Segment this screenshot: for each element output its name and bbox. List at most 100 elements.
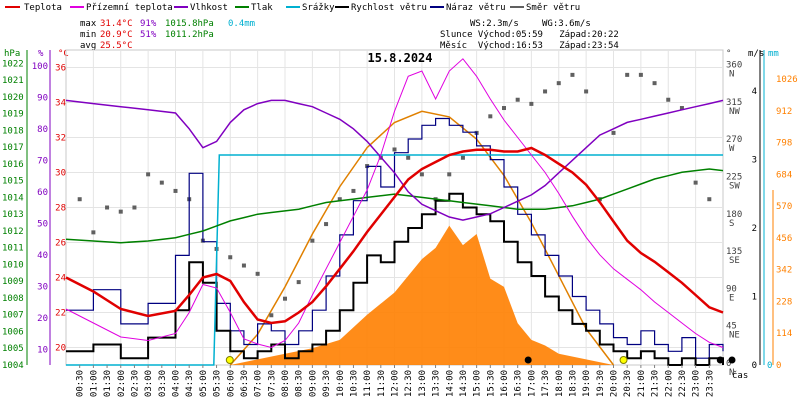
- axis-wm2-tick: 456: [776, 234, 792, 244]
- axis-percent-tick: 90: [37, 93, 48, 103]
- axis-percent-tick: 80: [37, 125, 48, 135]
- wind-direction-point: [77, 197, 82, 202]
- sun-block: WS:2.3m/s WG:3.6m/s Slunce Východ:05:59 …: [440, 19, 619, 51]
- axis-hpa-tick: 1004: [2, 361, 24, 371]
- axis-percent: % 10 20 30 40 50 60 70 80 90 100: [32, 49, 51, 365]
- axis-ms-tick: 3: [752, 156, 757, 166]
- wind-direction-point: [91, 230, 96, 235]
- wind-direction-point: [570, 72, 575, 77]
- x-axis-tick: 10:30: [349, 370, 359, 397]
- legend-item-vlhkost: Vlhkost: [174, 3, 228, 13]
- axis-direction-tick: 135: [726, 247, 742, 257]
- wind-direction-point: [652, 81, 657, 86]
- svg-text:Vlhkost: Vlhkost: [190, 3, 228, 13]
- wind-direction-point: [693, 180, 698, 185]
- x-axis-tick: 05:00: [199, 370, 209, 397]
- x-axis-tick: 18:00: [555, 370, 565, 397]
- legend-item-prizemni-teplota: Přízemní teplota: [70, 3, 173, 13]
- axis-celsius-tick: 20: [55, 344, 66, 354]
- wind-direction-point: [406, 155, 411, 160]
- axis-hpa: hPa 1004 1005 1006 1007 1008 1009 1010 1011 1012…: [2, 49, 28, 371]
- axis-celsius-tick: 36: [55, 64, 66, 74]
- stats-precip: 0.4mm: [228, 19, 255, 29]
- axis-celsius-tick: 24: [55, 274, 66, 284]
- x-axis-tick: 06:30: [240, 370, 250, 397]
- wind-direction-point: [132, 205, 137, 210]
- axis-celsius-tick: 26: [55, 239, 66, 249]
- legend-item-srazky: Srážky: [286, 3, 335, 13]
- svg-text:Náraz větru: Náraz větru: [446, 3, 506, 13]
- x-axis-tick: 03:00: [144, 370, 154, 397]
- legend: Teplota Přízemní teplota Vlhkost Tlak Sr…: [5, 3, 580, 13]
- x-axis-tick: 18:30: [568, 370, 578, 397]
- legend-item-teplota: Teplota: [5, 3, 62, 13]
- x-axis-tick: 02:30: [130, 370, 140, 397]
- axis-wm2-tick: 114: [776, 329, 792, 339]
- stats-block: max 31.4°C 91% 1015.8hPa 0.4mm min 20.9°…: [80, 19, 255, 51]
- axis-hpa-tick: 1019: [2, 110, 24, 120]
- axis-wm2-tick: 228: [776, 297, 792, 307]
- series-ground-temp-line: [65, 58, 724, 349]
- stats-avg-temp: 25.5°C: [100, 41, 133, 51]
- axis-percent-title: %: [38, 49, 44, 59]
- wind-direction-point: [556, 81, 561, 86]
- x-axis-tick: 17:30: [541, 370, 551, 397]
- wind-direction-point: [228, 255, 233, 260]
- wind-direction-point: [638, 72, 643, 77]
- stats-wg: WG:3.6m/s: [542, 19, 591, 29]
- x-axis-tick: 05:30: [213, 370, 223, 397]
- x-axis-tick: 19:00: [582, 370, 592, 397]
- x-axis-tick: 01:30: [103, 370, 113, 397]
- wind-direction-point: [515, 97, 520, 102]
- axis-wm2-tick: 1026: [776, 75, 798, 85]
- x-axis-tick: 13:00: [418, 370, 428, 397]
- axis-direction-code: S: [729, 219, 734, 229]
- axis-direction-tick: 90: [726, 284, 737, 294]
- x-axis-tick: 09:00: [308, 370, 318, 397]
- axis-hpa-tick: 1005: [2, 344, 24, 354]
- x-axis-tick: 20:00: [610, 370, 620, 397]
- axis-hpa-title: hPa: [4, 49, 20, 59]
- axis-wm2-tick: 798: [776, 139, 792, 149]
- svg-text:Rychlost větru: Rychlost větru: [351, 3, 427, 13]
- sun-marker: [619, 356, 628, 364]
- axis-direction-tick: 360: [726, 61, 742, 71]
- wind-direction-point: [419, 172, 424, 177]
- x-axis-tick: 03:30: [158, 370, 168, 397]
- axis-celsius-tick: 32: [55, 134, 66, 144]
- x-axis: 00:30 01:00 01:30 02:00 02:30 03:00 03:30 04:00…: [76, 365, 715, 397]
- stats-max-label: max: [80, 19, 97, 29]
- svg-text:Směr větru: Směr větru: [526, 3, 580, 13]
- axis-direction-code: E: [729, 293, 734, 303]
- wind-direction-point: [105, 205, 110, 210]
- wind-direction-point: [146, 172, 151, 177]
- stats-min-temp: 20.9°C: [100, 30, 133, 40]
- wind-direction-point: [296, 280, 301, 285]
- axis-direction-tick: 0: [726, 359, 731, 369]
- wind-direction-point: [241, 263, 246, 268]
- x-axis-tick: 17:00: [527, 370, 537, 397]
- x-axis-tick: 19:30: [596, 370, 606, 397]
- sun-rise-set: Slunce Východ:05:59 Západ:20:22: [440, 30, 619, 40]
- series-layer: [65, 58, 736, 366]
- wind-direction-point: [351, 188, 356, 193]
- legend-item-smer-vetru: Směr větru: [510, 3, 580, 13]
- axis-direction-tick: 180: [726, 210, 742, 220]
- svg-text:Přízemní teplota: Přízemní teplota: [86, 3, 173, 13]
- x-axis-tick: 23:30: [705, 370, 715, 397]
- x-axis-tick: 01:00: [89, 370, 99, 397]
- x-axis-tick: 22:30: [678, 370, 688, 397]
- stats-min-label: min: [80, 30, 96, 40]
- axis-direction-code: SW: [729, 181, 740, 191]
- wind-direction-point: [324, 222, 329, 227]
- chart-title: 15.8.2024: [367, 51, 432, 65]
- axis-percent-tick: 40: [37, 251, 48, 261]
- wind-direction-point: [173, 188, 178, 193]
- axis-direction-code: N: [729, 70, 734, 80]
- x-axis-tick: 04:00: [172, 370, 182, 397]
- axis-wm2: 0 114 228 342 456 570 684 798 912 1026: [772, 75, 798, 371]
- wind-direction-point: [255, 271, 260, 276]
- axis-direction-code: N: [729, 368, 734, 378]
- axis-percent-tick: 50: [37, 219, 48, 229]
